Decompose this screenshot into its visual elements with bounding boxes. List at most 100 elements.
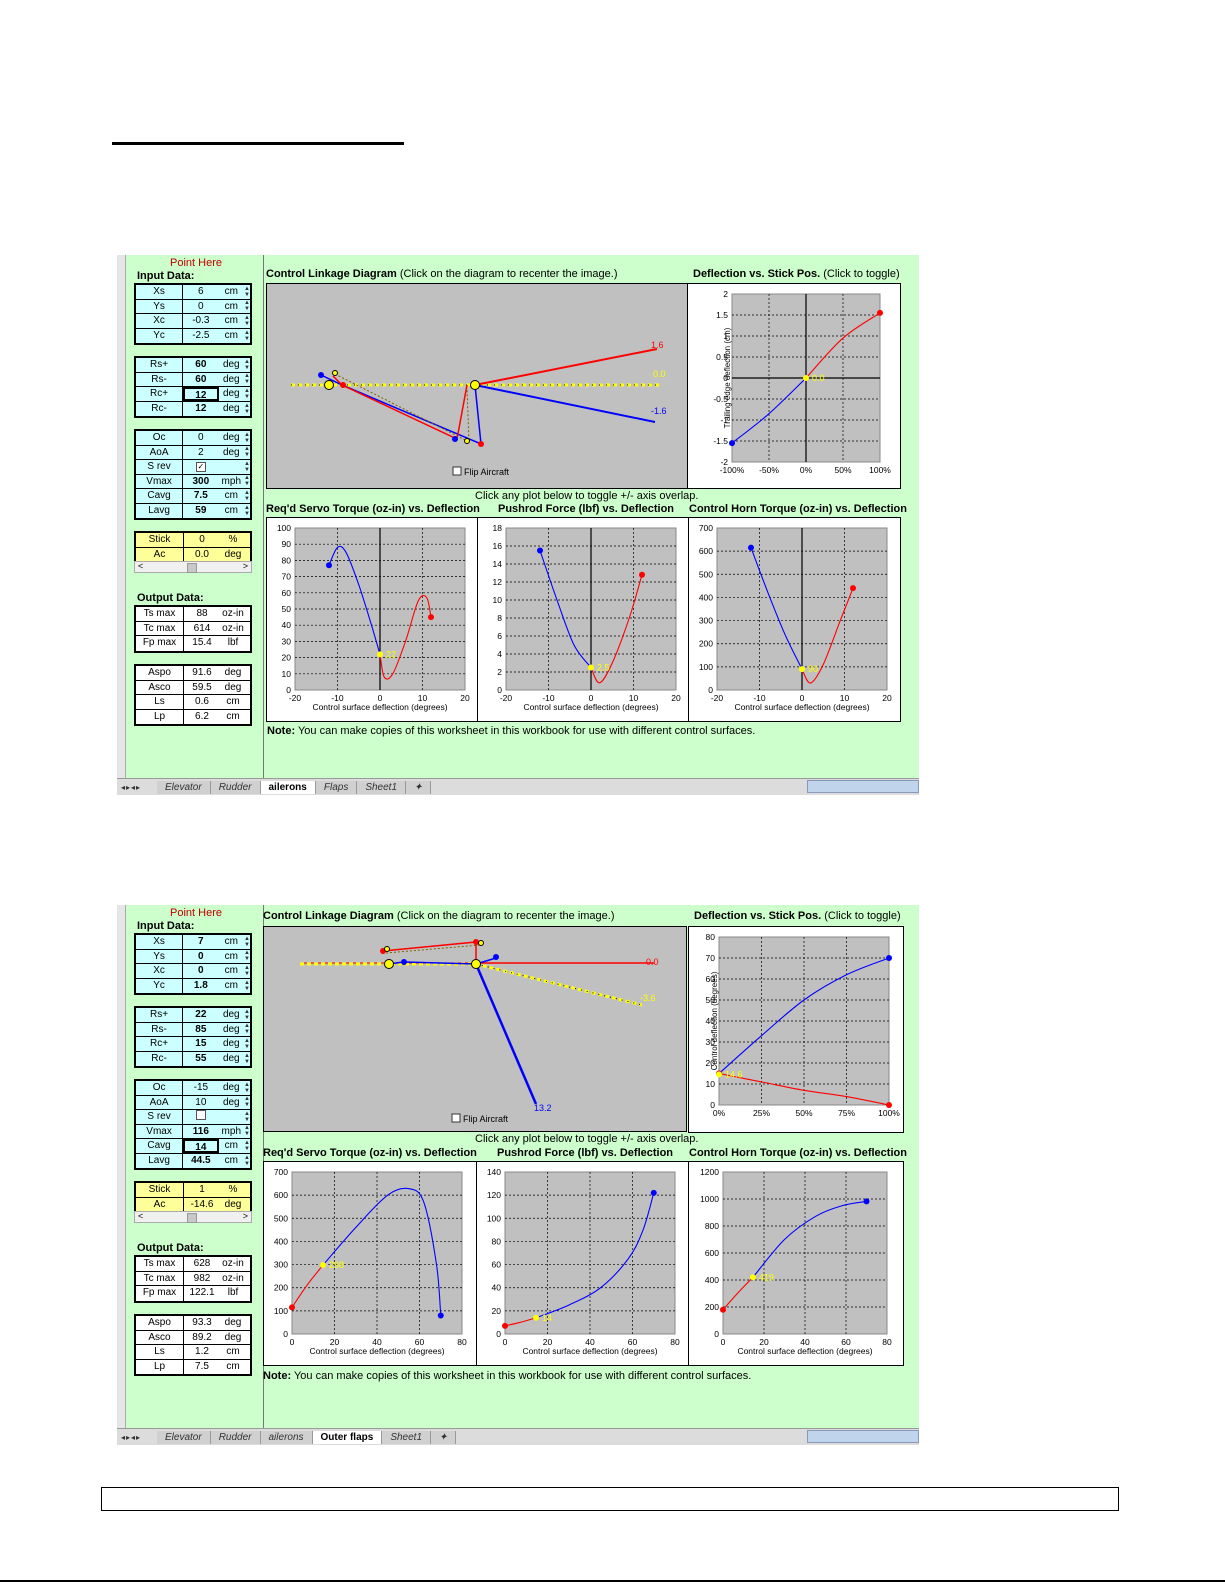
spin-up-icon[interactable]: ▲ (244, 1125, 250, 1132)
spin-down-icon[interactable]: ▼ (244, 1102, 250, 1109)
spin-down-icon[interactable]: ▼ (244, 379, 250, 386)
spin-button[interactable]: ▲ ▼ (244, 387, 250, 401)
param-value[interactable]: -0.3 (192, 315, 210, 326)
spin-down-icon[interactable]: ▼ (244, 1058, 250, 1065)
spin-up-icon[interactable]: ▲ (244, 1154, 250, 1161)
spin-down-icon[interactable]: ▼ (244, 452, 250, 459)
sheet-tab[interactable]: Sheet1 (382, 1430, 432, 1444)
pushrod-force-chart[interactable]: -20 -10 0 10 20 18 16 14 12 10 8 6 4 2 0 2.5 Control sur… (477, 517, 689, 722)
spin-button[interactable]: ▲ ▼ (244, 460, 250, 474)
spin-button[interactable]: ▲ ▼ (244, 1154, 250, 1169)
spin-button[interactable]: ▲ ▼ (244, 475, 250, 489)
spin-down-icon[interactable]: ▼ (244, 985, 250, 992)
spin-button[interactable]: ▲ ▼ (244, 979, 250, 994)
param-value[interactable]: 7.5 (193, 490, 208, 501)
spin-up-icon[interactable]: ▲ (244, 358, 250, 365)
param-value[interactable]: 60 (195, 373, 207, 385)
tab-navigation-icon[interactable]: ◂▸◂▸ (121, 1432, 142, 1442)
spin-up-icon[interactable]: ▲ (244, 935, 250, 942)
spin-down-icon[interactable]: ▼ (244, 466, 250, 473)
spin-up-icon[interactable]: ▲ (244, 964, 250, 971)
param-value[interactable]: 44.5 (191, 1154, 211, 1166)
sheet-tab[interactable]: Sheet1 (357, 780, 407, 794)
stick-slider[interactable]: < > (134, 561, 252, 573)
tab-navigation-icon[interactable]: ◂▸◂▸ (121, 782, 142, 792)
spin-down-icon[interactable]: ▼ (244, 364, 250, 371)
spin-up-icon[interactable]: ▲ (244, 1096, 250, 1103)
spin-button[interactable]: ▲ ▼ (244, 300, 250, 314)
param-value[interactable]: 300 (192, 475, 210, 487)
spin-button[interactable]: ▲ ▼ (244, 358, 250, 372)
spin-button[interactable]: ▲ ▼ (244, 314, 250, 328)
spin-button[interactable]: ▲ ▼ (244, 950, 250, 964)
deflection-chart[interactable]: 0% 25% 50% 75% 100% 80 70 60 50 40 30 20 10 0 14.6 Cont… (688, 926, 904, 1133)
param-value[interactable]: 6 (198, 286, 204, 297)
param-value[interactable]: 2 (198, 446, 204, 458)
spin-down-icon[interactable]: ▼ (244, 1087, 250, 1094)
spin-down-icon[interactable]: ▼ (244, 1160, 250, 1167)
spin-up-icon[interactable]: ▲ (244, 1052, 250, 1059)
spin-button[interactable]: ▲ ▼ (244, 1008, 250, 1022)
linkage-diagram[interactable]: 0.0 -3.6 13.2 Flip Aircraft (263, 926, 687, 1132)
spin-down-icon[interactable]: ▼ (244, 1145, 250, 1152)
spin-button[interactable]: ▲ ▼ (244, 1125, 250, 1139)
spin-up-icon[interactable]: ▲ (244, 314, 250, 321)
param-value[interactable]: 22 (195, 1009, 207, 1020)
spin-down-icon[interactable]: ▼ (244, 306, 250, 313)
spin-button[interactable]: ▲ ▼ (244, 1023, 250, 1037)
pushrod-force-chart[interactable]: 0 20 40 60 80 140 120 100 80 60 40 20 0 14 Control sur… (476, 1161, 689, 1366)
spin-down-icon[interactable]: ▼ (244, 1014, 250, 1021)
sheet-tab[interactable]: Rudder (210, 780, 261, 794)
spin-down-icon[interactable]: ▼ (244, 335, 250, 342)
param-value[interactable]: 55 (195, 1052, 207, 1064)
param-value[interactable]: -14.6 (190, 1198, 214, 1210)
sheet-tab[interactable]: Elevator (157, 780, 211, 794)
spin-button[interactable]: ▲ ▼ (244, 1096, 250, 1110)
spin-button[interactable]: ▲ ▼ (244, 1081, 250, 1095)
param-value[interactable]: 0 (198, 432, 204, 443)
param-value[interactable]: 12 (195, 402, 207, 414)
param-value[interactable]: 7 (198, 936, 204, 947)
param-value[interactable]: 116 (192, 1125, 209, 1137)
spin-button[interactable]: ▲ ▼ (244, 285, 250, 299)
param-value[interactable]: -2.5 (192, 329, 210, 341)
param-value[interactable]: 0 (198, 300, 204, 312)
spin-down-icon[interactable]: ▼ (244, 1116, 250, 1123)
spin-up-icon[interactable]: ▲ (244, 1008, 250, 1015)
spin-up-icon[interactable]: ▲ (244, 979, 250, 986)
spin-up-icon[interactable]: ▲ (244, 373, 250, 380)
param-value[interactable]: 1.8 (193, 979, 208, 991)
spin-up-icon[interactable]: ▲ (244, 1037, 250, 1044)
param-value[interactable]: 10 (195, 1096, 207, 1108)
reverse-servo-checkbox[interactable] (183, 1110, 218, 1124)
spin-up-icon[interactable]: ▲ (244, 387, 250, 394)
spin-up-icon[interactable]: ▲ (244, 460, 250, 467)
spin-button[interactable]: ▲ ▼ (244, 504, 250, 519)
sheet-tab[interactable]: Elevator (157, 1430, 211, 1444)
servo-torque-chart[interactable]: -20 -10 0 10 20 100 90 80 70 60 50 40 30 20 10 0 22 Contr… (266, 517, 478, 722)
spin-up-icon[interactable]: ▲ (244, 489, 250, 496)
spin-up-icon[interactable]: ▲ (244, 1023, 250, 1030)
spin-button[interactable]: ▲ ▼ (244, 935, 250, 949)
spin-button[interactable]: ▲ ▼ (244, 489, 250, 503)
param-value[interactable]: 0.0 (195, 548, 209, 560)
spin-up-icon[interactable]: ▲ (244, 1110, 250, 1117)
spin-down-icon[interactable]: ▼ (244, 510, 250, 517)
param-value[interactable]: 12 (183, 387, 219, 401)
param-value[interactable]: 15 (195, 1038, 207, 1049)
spin-down-icon[interactable]: ▼ (244, 970, 250, 977)
spin-up-icon[interactable]: ▲ (244, 329, 250, 336)
spin-up-icon[interactable]: ▲ (244, 402, 250, 409)
spin-down-icon[interactable]: ▼ (244, 941, 250, 948)
spin-up-icon[interactable]: ▲ (244, 475, 250, 482)
spin-up-icon[interactable]: ▲ (244, 1139, 250, 1146)
param-value[interactable]: 60 (195, 359, 207, 370)
sheet-tab[interactable]: Rudder (210, 1430, 261, 1444)
stick-slider[interactable]: < > (134, 1211, 252, 1223)
param-value[interactable]: -15 (193, 1082, 209, 1093)
sheet-tab[interactable]: ailerons (260, 780, 316, 794)
spin-down-icon[interactable]: ▼ (244, 408, 250, 415)
param-value[interactable]: 0 (199, 534, 205, 545)
spin-down-icon[interactable]: ▼ (244, 481, 250, 488)
spin-down-icon[interactable]: ▼ (244, 320, 250, 327)
